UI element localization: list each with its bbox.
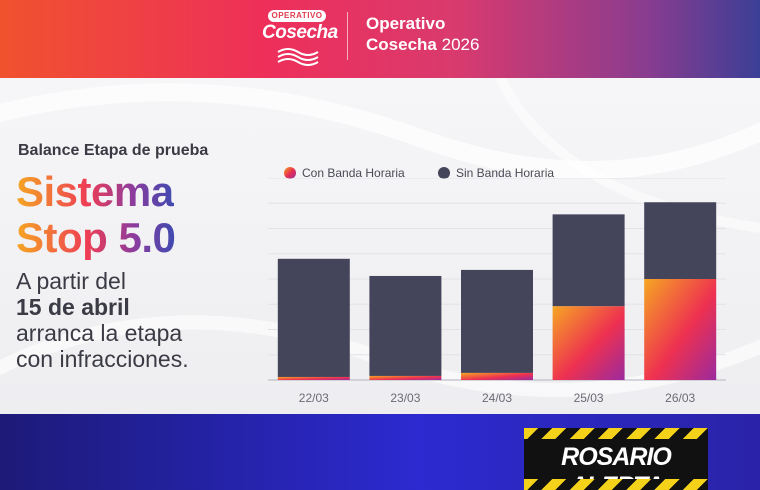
bar-con-banda-23-03 bbox=[369, 375, 442, 380]
legend-swatch-con-banda bbox=[284, 167, 296, 179]
header-title-year: 2026 bbox=[441, 35, 480, 54]
operativo-cosecha-logo: OPERATIVO Cosecha bbox=[262, 8, 338, 68]
header-title-line1: Operativo bbox=[366, 14, 446, 33]
desc-line-1: A partir del bbox=[16, 268, 126, 294]
bar-con-banda-22-03 bbox=[277, 376, 350, 380]
legend-item-con-banda: Con Banda Horaria bbox=[284, 166, 405, 180]
header-title: Operativo Cosecha 2026 bbox=[366, 13, 479, 55]
x-tick-label: 22/03 bbox=[299, 391, 329, 405]
headline-stop: Stop 5.0 bbox=[16, 214, 176, 261]
legend-swatch-sin-banda bbox=[438, 167, 450, 179]
logo-main-text: Cosecha bbox=[262, 22, 338, 43]
desc-line-3: arranca la etapa bbox=[16, 320, 183, 346]
bar-con-banda-26-03 bbox=[644, 279, 717, 380]
desc-line-2: 15 de abril bbox=[16, 294, 130, 320]
balance-subtitle: Balance Etapa de prueba bbox=[18, 142, 209, 159]
rosario-alerta-badge: ROSARIO ALERTA bbox=[524, 428, 708, 490]
bar-sin-banda-23-03 bbox=[369, 275, 442, 376]
description: A partir del 15 de abril arranca la etap… bbox=[16, 268, 189, 372]
hazard-stripe-bottom bbox=[524, 479, 708, 490]
bar-sin-banda-26-03 bbox=[644, 202, 717, 279]
field-waves-icon bbox=[277, 48, 319, 66]
header-banner: OPERATIVO Cosecha Operativo Cosecha 2026 bbox=[0, 0, 760, 78]
bar-con-banda-24-03 bbox=[461, 372, 533, 380]
x-tick-label: 26/03 bbox=[665, 391, 695, 405]
desc-line-4: con infracciones. bbox=[16, 346, 189, 372]
legend-item-sin-banda: Sin Banda Horaria bbox=[438, 166, 554, 180]
x-tick-label: 25/03 bbox=[574, 391, 604, 405]
x-tick-label: 24/03 bbox=[482, 391, 512, 405]
header-divider bbox=[347, 12, 348, 60]
legend-label-con-banda: Con Banda Horaria bbox=[302, 166, 405, 180]
logo-top-text: OPERATIVO bbox=[268, 10, 326, 22]
bar-sin-banda-25-03 bbox=[552, 214, 625, 307]
bar-sin-banda-22-03 bbox=[277, 258, 350, 377]
bar-con-banda-25-03 bbox=[552, 306, 625, 380]
legend-label-sin-banda: Sin Banda Horaria bbox=[456, 166, 555, 180]
x-tick-label: 23/03 bbox=[390, 391, 420, 405]
hazard-stripe-top bbox=[524, 428, 708, 439]
stacked-bar-chart: 22/03 23/03 24/03 25/03 26/03 bbox=[268, 178, 726, 405]
header-title-bold: Cosecha bbox=[366, 35, 437, 54]
bar-sin-banda-24-03 bbox=[461, 269, 533, 373]
main-panel: Balance Etapa de prueba Sistema Stop 5.0… bbox=[0, 78, 760, 414]
headline-sistema: Sistema bbox=[16, 168, 174, 215]
